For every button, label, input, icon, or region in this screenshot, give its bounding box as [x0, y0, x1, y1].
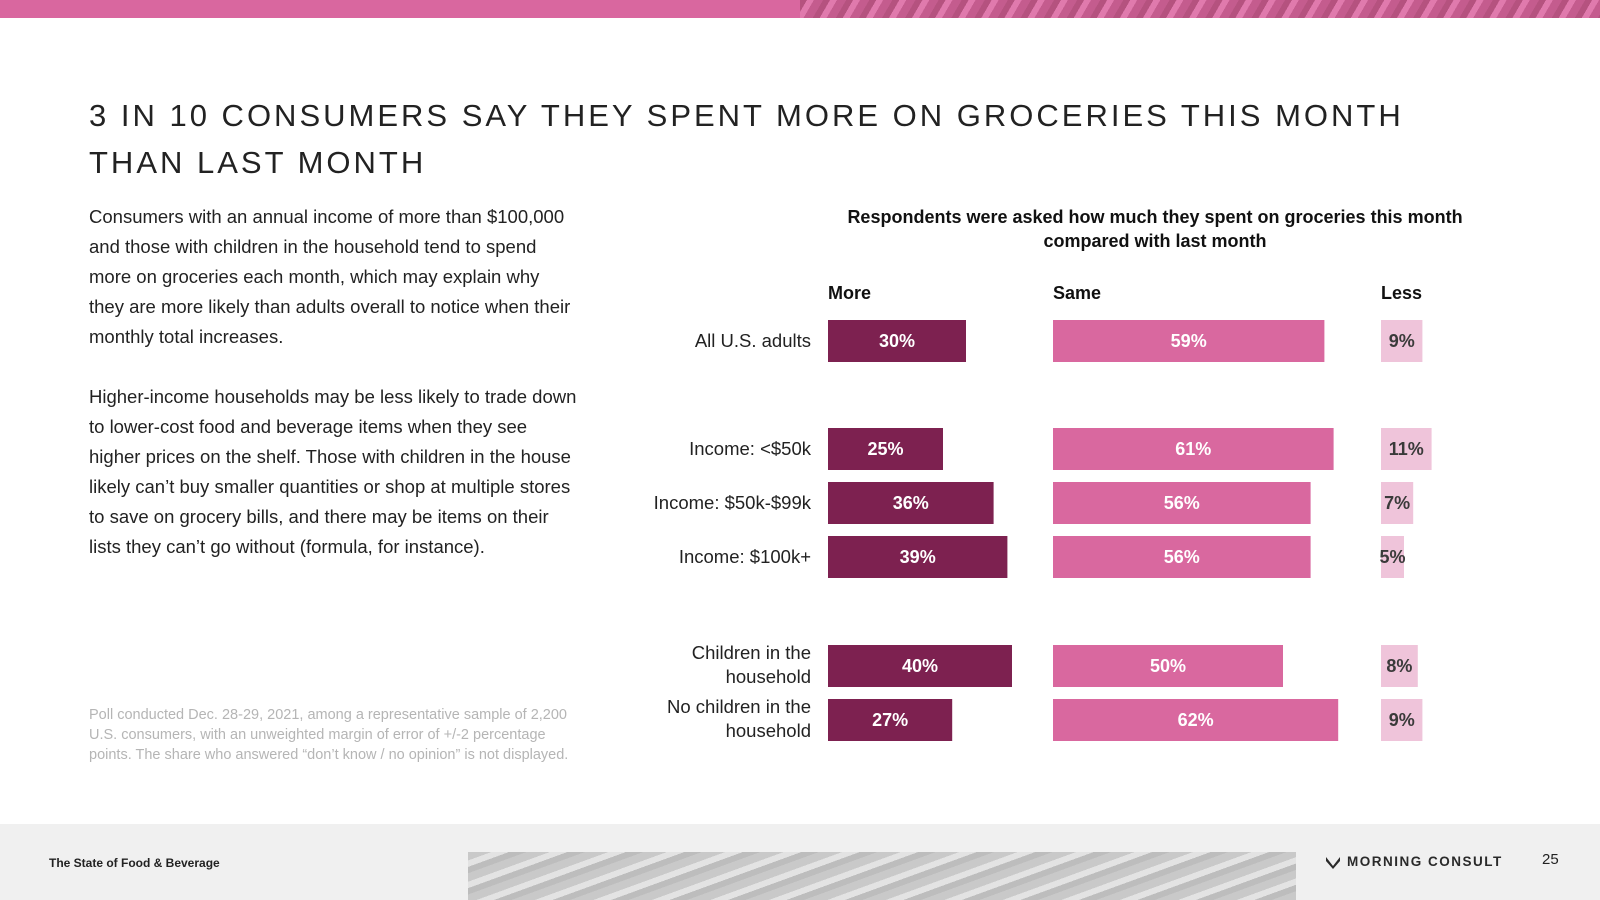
bar-less	[1381, 320, 1423, 362]
bar-more	[828, 536, 1008, 578]
category-label-line: household	[726, 720, 811, 741]
top-pattern-strip	[800, 0, 1600, 18]
data-label: 40%	[902, 656, 938, 676]
bar-more	[828, 645, 1012, 687]
data-label: 9%	[1389, 331, 1415, 351]
data-label: 56%	[1164, 547, 1200, 567]
bar-more	[828, 482, 994, 524]
bar-same	[1053, 645, 1283, 687]
data-label: 50%	[1150, 656, 1186, 676]
category-label: Income: $100k+	[679, 546, 811, 567]
data-label: 56%	[1164, 493, 1200, 513]
category-label-line: Children in the	[692, 642, 811, 663]
bar-more	[828, 699, 953, 741]
page-number: 25	[1542, 851, 1559, 868]
brand-logo: MORNING CONSULT	[1325, 854, 1503, 869]
footer: The State of Food & Beverage MORNING CON…	[0, 824, 1600, 900]
bar-same	[1053, 536, 1311, 578]
methodology-footnote: Poll conducted Dec. 28-29, 2021, among a…	[89, 707, 569, 763]
bar-more	[828, 428, 943, 470]
category-label-line: No children in the	[667, 696, 811, 717]
series-header-same: Same	[1053, 283, 1101, 303]
category-label-line: household	[726, 666, 811, 687]
data-label: 11%	[1389, 439, 1424, 459]
brand-name: MORNING CONSULT	[1347, 854, 1503, 869]
body-paragraph-2: Higher-income households may be less lik…	[89, 386, 577, 557]
data-label: 25%	[867, 439, 903, 459]
data-label: 61%	[1175, 439, 1211, 459]
bar-less	[1381, 645, 1418, 687]
body-paragraph-1: Consumers with an annual income of more …	[89, 206, 571, 347]
bar-less	[1381, 536, 1404, 578]
footer-pattern-strip	[468, 852, 1296, 900]
grouped-bar-chart: More Same Less All U.S. adults Income: <$50k…	[654, 283, 1432, 741]
data-label: 36%	[893, 493, 929, 513]
category-label: All U.S. adults	[695, 330, 811, 351]
data-label: 30%	[879, 331, 915, 351]
data-label: 9%	[1389, 710, 1415, 730]
bar-same	[1053, 699, 1339, 741]
report-name: The State of Food & Beverage	[49, 856, 220, 870]
data-label: 8%	[1386, 656, 1412, 676]
bar-same	[1053, 428, 1334, 470]
series-header-less: Less	[1381, 283, 1422, 303]
data-label: 27%	[872, 710, 908, 730]
series-header-more: More	[828, 283, 871, 303]
page-title: 3 IN 10 CONSUMERS SAY THEY SPENT MORE ON…	[89, 98, 1404, 180]
morning-consult-logo-icon	[1326, 856, 1340, 869]
data-label: 7%	[1384, 493, 1410, 513]
category-label: Income: <$50k	[689, 438, 812, 459]
category-label: Children in the household	[692, 642, 811, 687]
bar-less	[1381, 482, 1414, 524]
bar-same	[1053, 320, 1325, 362]
data-label: 62%	[1178, 710, 1214, 730]
top-accent-bar	[0, 0, 1600, 18]
bar-more	[828, 320, 966, 362]
category-label: Income: $50k-$99k	[654, 492, 812, 513]
chart-title: Respondents were asked how much they spe…	[847, 207, 1463, 251]
data-label: 59%	[1171, 331, 1207, 351]
category-label: No children in the household	[667, 696, 811, 741]
data-label: 39%	[900, 547, 936, 567]
bar-less	[1381, 428, 1432, 470]
bar-less	[1381, 699, 1423, 741]
data-label: 5%	[1379, 547, 1405, 567]
bar-same	[1053, 482, 1311, 524]
